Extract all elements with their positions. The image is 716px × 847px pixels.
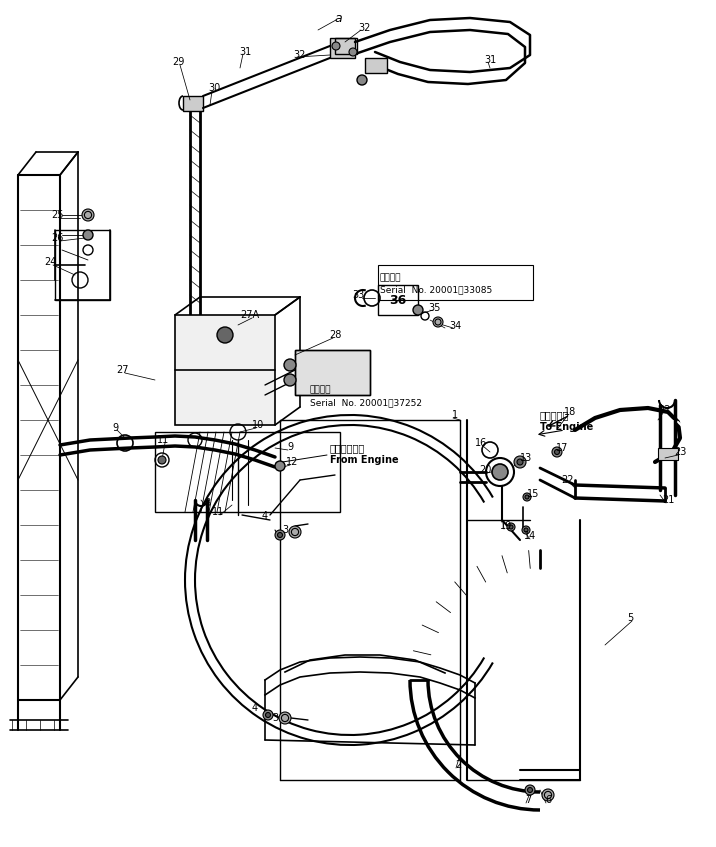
Text: From Engine: From Engine — [330, 455, 399, 465]
Circle shape — [517, 459, 523, 465]
Circle shape — [525, 495, 529, 499]
Bar — [295, 350, 370, 395]
Text: 11: 11 — [212, 507, 224, 517]
Bar — [335, 38, 357, 54]
Circle shape — [217, 327, 233, 343]
Text: 22: 22 — [562, 475, 574, 485]
Circle shape — [433, 317, 443, 327]
Bar — [175, 315, 275, 425]
Circle shape — [275, 461, 285, 471]
Text: 21: 21 — [662, 495, 674, 505]
Text: 10: 10 — [252, 420, 264, 430]
Text: 2: 2 — [455, 760, 461, 770]
Circle shape — [522, 526, 530, 534]
Circle shape — [554, 450, 559, 455]
Text: 13: 13 — [520, 453, 532, 463]
Text: 12: 12 — [286, 457, 298, 467]
Text: 適用号機: 適用号機 — [310, 385, 332, 395]
Bar — [155, 432, 340, 512]
Circle shape — [542, 789, 554, 801]
Text: 34: 34 — [449, 321, 461, 331]
Circle shape — [524, 528, 528, 532]
Circle shape — [507, 523, 515, 531]
Text: 8: 8 — [204, 498, 210, 508]
Text: 1: 1 — [452, 410, 458, 420]
Text: 22: 22 — [659, 405, 671, 415]
Circle shape — [357, 75, 367, 85]
Circle shape — [525, 785, 535, 795]
Text: 20: 20 — [479, 465, 491, 475]
Text: 27A: 27A — [241, 310, 260, 320]
Text: 35: 35 — [429, 303, 441, 313]
Text: 15: 15 — [527, 489, 539, 499]
Text: a: a — [334, 12, 342, 25]
Circle shape — [266, 712, 271, 717]
Circle shape — [332, 42, 340, 50]
Text: エンジンから: エンジンから — [330, 443, 365, 453]
Text: 17: 17 — [556, 443, 569, 453]
Bar — [55, 230, 110, 300]
Text: To Engine: To Engine — [540, 422, 594, 432]
Circle shape — [284, 359, 296, 371]
Text: 11: 11 — [157, 435, 169, 445]
Circle shape — [263, 710, 273, 720]
Circle shape — [552, 447, 562, 457]
Circle shape — [284, 374, 296, 386]
Circle shape — [279, 712, 291, 724]
Text: 5: 5 — [627, 613, 633, 623]
Text: 31: 31 — [484, 55, 496, 65]
Circle shape — [528, 788, 533, 793]
Circle shape — [158, 456, 166, 464]
Bar — [658, 448, 678, 460]
Text: 19: 19 — [500, 521, 512, 531]
Text: 16: 16 — [475, 438, 487, 448]
Circle shape — [278, 533, 283, 538]
Bar — [365, 58, 387, 73]
Circle shape — [492, 464, 508, 480]
Text: 7: 7 — [525, 795, 531, 805]
Text: 23: 23 — [674, 447, 686, 457]
Text: Serial  No. 20001～37252: Serial No. 20001～37252 — [310, 398, 422, 407]
Text: 30: 30 — [208, 83, 220, 93]
Text: 4: 4 — [252, 703, 258, 713]
Text: Serial  No. 20001～33085: Serial No. 20001～33085 — [380, 285, 492, 294]
Text: 24: 24 — [44, 257, 56, 267]
Text: 29: 29 — [172, 57, 184, 67]
Text: 32: 32 — [359, 23, 371, 33]
Text: 9: 9 — [287, 442, 293, 452]
Text: 27: 27 — [116, 365, 128, 375]
Bar — [295, 350, 370, 395]
Circle shape — [514, 456, 526, 468]
Text: 26: 26 — [51, 233, 63, 243]
Text: 31: 31 — [239, 47, 251, 57]
Text: 32: 32 — [294, 50, 306, 60]
Text: 36: 36 — [390, 294, 407, 307]
Text: 3: 3 — [272, 713, 278, 723]
Text: エンジンへ: エンジンへ — [540, 410, 569, 420]
Text: 14: 14 — [524, 531, 536, 541]
Bar — [378, 265, 533, 300]
Text: 3: 3 — [282, 525, 288, 535]
Text: 適用号機: 適用号機 — [380, 273, 402, 282]
Circle shape — [289, 526, 301, 538]
Text: 25: 25 — [51, 210, 63, 220]
Bar — [183, 96, 203, 111]
Text: 6: 6 — [545, 795, 551, 805]
Text: 28: 28 — [329, 330, 342, 340]
Circle shape — [413, 305, 423, 315]
Circle shape — [509, 525, 513, 529]
Text: 4: 4 — [262, 511, 268, 521]
Circle shape — [83, 230, 93, 240]
Circle shape — [523, 493, 531, 501]
Circle shape — [82, 209, 94, 221]
Text: 9: 9 — [112, 423, 118, 433]
Text: 18: 18 — [564, 407, 576, 417]
Bar — [378, 285, 418, 315]
Circle shape — [275, 530, 285, 540]
Circle shape — [349, 48, 357, 56]
Bar — [330, 38, 355, 58]
Text: 33: 33 — [352, 290, 364, 300]
